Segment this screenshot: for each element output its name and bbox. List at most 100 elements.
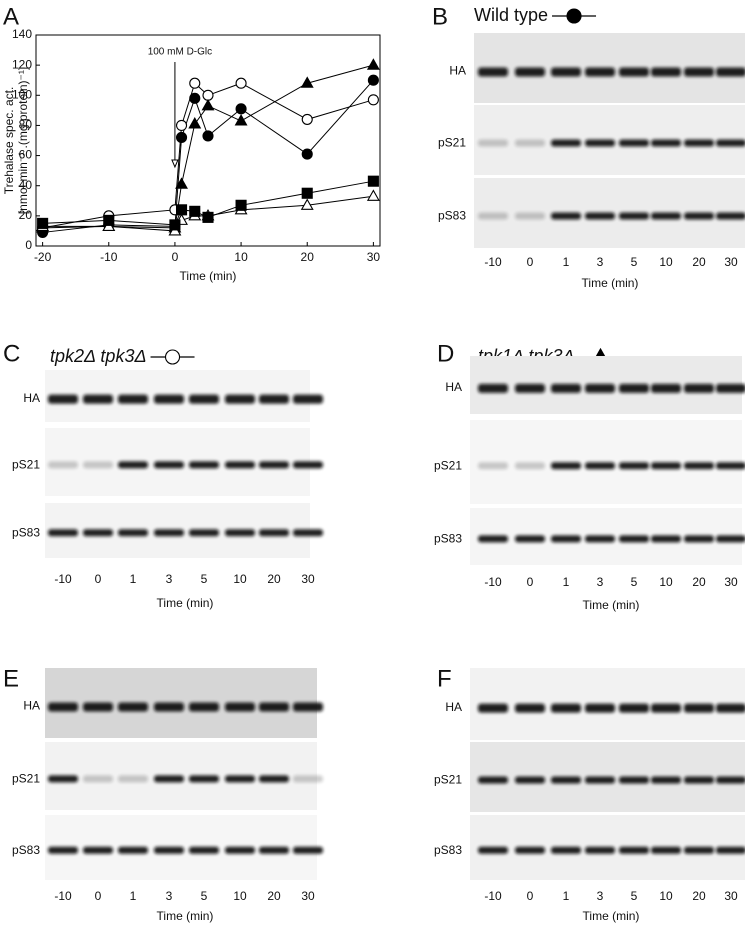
blot-band xyxy=(515,383,545,393)
row-label: HA xyxy=(23,391,40,405)
data-point xyxy=(202,130,214,142)
lane-label: 3 xyxy=(597,255,604,269)
blot-band xyxy=(651,703,681,713)
blot-band xyxy=(651,535,681,543)
blot-band xyxy=(619,212,649,220)
blot-band xyxy=(48,775,78,783)
arrow-head xyxy=(171,159,179,169)
blot-band xyxy=(515,776,545,784)
lane-label: 0 xyxy=(527,889,534,903)
blot-band xyxy=(716,846,745,854)
blot-band xyxy=(619,139,649,147)
row-label: pS21 xyxy=(434,773,462,787)
blot-band xyxy=(716,139,745,147)
data-point xyxy=(367,94,379,106)
blot-band xyxy=(118,461,148,469)
blot-band xyxy=(619,383,649,393)
blot-band xyxy=(619,703,649,713)
data-point xyxy=(175,204,188,216)
blot-band xyxy=(716,462,745,470)
lane-label: -10 xyxy=(54,889,72,903)
data-point xyxy=(366,58,380,70)
blot-band xyxy=(259,394,289,404)
x-tick-label: 30 xyxy=(367,250,381,264)
lane-label: -10 xyxy=(484,889,502,903)
blot-band xyxy=(478,776,508,784)
blot-band xyxy=(551,462,581,470)
blot-band xyxy=(225,529,255,537)
data-point xyxy=(189,205,201,217)
blot-band xyxy=(189,702,219,712)
lane-label: 3 xyxy=(597,575,604,589)
blot-band xyxy=(293,461,323,469)
lane-label: 20 xyxy=(692,575,706,589)
data-point xyxy=(175,131,188,144)
blot-band xyxy=(515,139,545,147)
blot-band xyxy=(684,139,714,147)
lane-label: 1 xyxy=(563,575,570,589)
blot-band xyxy=(585,462,615,470)
lane-label: 30 xyxy=(724,889,738,903)
lane-label: 20 xyxy=(267,889,281,903)
blot-band xyxy=(684,383,714,393)
y-tick-label: 100 xyxy=(12,87,32,101)
blot-band xyxy=(551,535,581,543)
blot-band xyxy=(293,394,323,404)
data-point xyxy=(169,219,181,231)
row-label: pS83 xyxy=(438,209,466,223)
blot-band xyxy=(83,846,113,854)
blot-band xyxy=(585,703,615,713)
data-point xyxy=(367,175,379,187)
blot-band xyxy=(293,702,323,712)
blot-band xyxy=(585,67,615,77)
data-point xyxy=(366,189,380,201)
blot-band xyxy=(293,846,323,854)
blot-band xyxy=(684,535,714,543)
blot-band xyxy=(225,846,255,854)
lane-label: 10 xyxy=(233,889,247,903)
blot-band xyxy=(651,776,681,784)
blot-band xyxy=(716,212,745,220)
blot-band xyxy=(551,67,581,77)
lane-label: 20 xyxy=(692,889,706,903)
data-point xyxy=(175,177,188,189)
x-axis-label: Time (min) xyxy=(582,276,639,290)
blot-band xyxy=(189,529,219,537)
blot-band xyxy=(83,775,113,783)
blot-band xyxy=(118,775,148,783)
blot-band xyxy=(716,383,745,393)
annotation: 100 mM D-Glc xyxy=(148,47,212,58)
blot-band xyxy=(619,462,649,470)
data-point xyxy=(103,214,115,226)
lane-label: 5 xyxy=(631,255,638,269)
blot-band xyxy=(585,383,615,393)
lane-label: 3 xyxy=(597,889,604,903)
x-tick-label: -10 xyxy=(100,250,118,264)
blot-band xyxy=(619,846,649,854)
x-axis-label: Time (min) xyxy=(157,596,214,610)
blot-band xyxy=(83,394,113,404)
lane-label: 30 xyxy=(724,575,738,589)
y-tick-label: 80 xyxy=(19,118,33,132)
x-axis-label: Time (min) xyxy=(157,909,214,923)
data-point xyxy=(189,92,201,104)
blot-band xyxy=(515,462,545,470)
blot-band xyxy=(551,212,581,220)
blot-band xyxy=(259,461,289,469)
blot-band xyxy=(83,529,113,537)
lane-label: -10 xyxy=(484,575,502,589)
plot-frame xyxy=(35,34,381,247)
blot-band xyxy=(551,139,581,147)
data-point xyxy=(175,119,188,131)
blot-band xyxy=(515,846,545,854)
y-tick-label: 20 xyxy=(19,208,33,222)
lane-label: 20 xyxy=(692,255,706,269)
blot-band xyxy=(684,67,714,77)
lane-label: 10 xyxy=(659,255,673,269)
blot-band xyxy=(189,775,219,783)
blot-band xyxy=(478,846,508,854)
data-point xyxy=(202,89,214,101)
blot-band xyxy=(478,535,508,543)
blot-band xyxy=(515,703,545,713)
data-point xyxy=(300,198,314,210)
